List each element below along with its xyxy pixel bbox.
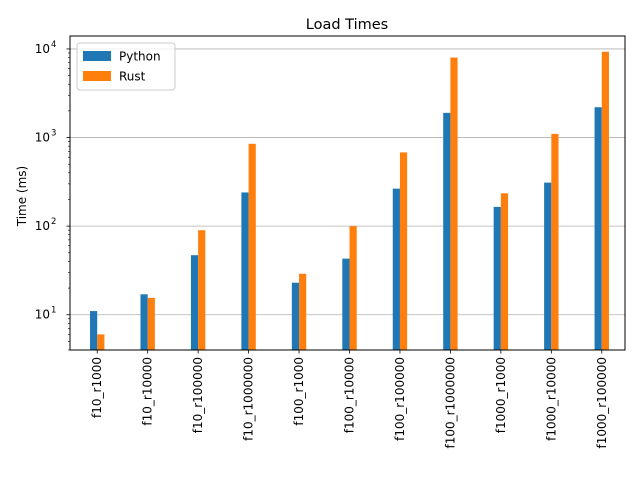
- legend-swatch-python: [83, 51, 111, 61]
- legend: Python Rust: [76, 42, 176, 91]
- bar-rust-f10_r100000: [198, 230, 206, 350]
- bar-python-f100_r100000: [392, 188, 400, 350]
- bar-python-f10_r1000000: [241, 192, 249, 350]
- x-tick-label: f100_r100000: [393, 357, 407, 441]
- chart-title: Load Times: [306, 17, 388, 33]
- y-axis-label: Time (ms): [15, 166, 29, 228]
- bar-rust-f1000_r100000: [601, 51, 609, 350]
- y-tick-exponent: 1: [51, 306, 56, 316]
- y-tick-label: 10: [35, 219, 50, 233]
- bar-python-f100_r1000: [291, 282, 300, 350]
- bar-python-f1000_r10000: [544, 182, 552, 350]
- y-tick-exponent: 2: [51, 217, 56, 227]
- bar-rust-f100_r1000000: [450, 57, 458, 350]
- bar-rust-f10_r1000: [97, 334, 105, 350]
- y-tick-label: 10: [35, 42, 50, 56]
- bar-rust-f1000_r10000: [551, 133, 559, 350]
- plot-frame: [69, 35, 626, 351]
- bar-rust-f100_r100000: [399, 152, 408, 350]
- bar-python-f10_r100000: [190, 255, 199, 350]
- x-tick-label: f10_r1000: [90, 357, 104, 418]
- y-tick-label: 10: [35, 308, 50, 322]
- y-tick-exponent: 4: [51, 40, 56, 50]
- x-axis-ticks: f10_r1000 f10_r10000 f10_r100000 f10_r10000…: [90, 350, 609, 449]
- bars: [90, 51, 609, 350]
- y-tick-base: 10: [35, 42, 50, 56]
- x-tick-label: f10_r100000: [191, 357, 205, 433]
- y-tick-base: 10: [35, 308, 50, 322]
- x-tick-label: f100_r1000000: [443, 357, 457, 449]
- legend-label-rust: Rust: [119, 70, 146, 84]
- bar-python-f10_r1000: [90, 311, 98, 350]
- bar-python-f10_r10000: [140, 294, 148, 350]
- bar-python-f1000_r1000: [493, 206, 501, 350]
- bar-rust-f100_r10000: [349, 226, 357, 350]
- y-tick-base: 10: [35, 131, 50, 145]
- bar-python-f100_r10000: [342, 258, 350, 350]
- y-tick-exponent: 3: [51, 129, 56, 139]
- bar-python-f1000_r100000: [594, 107, 602, 350]
- bar-rust-f100_r1000: [299, 273, 307, 350]
- legend-label-python: Python: [119, 50, 161, 64]
- x-tick-label: f1000_r1000: [494, 357, 508, 433]
- x-tick-label: f100_r1000: [292, 357, 306, 426]
- bar-rust-f10_r10000: [147, 297, 155, 350]
- x-tick-label: f1000_r10000: [544, 357, 558, 441]
- x-tick-label: f1000_r100000: [595, 357, 609, 449]
- x-tick-label: f10_r10000: [141, 357, 155, 426]
- bar-python-f100_r1000000: [443, 112, 451, 350]
- x-tick-label: f10_r1000000: [242, 357, 256, 441]
- legend-swatch-rust: [83, 71, 111, 81]
- y-tick-base: 10: [35, 219, 50, 233]
- y-tick-label: 10: [35, 131, 50, 145]
- bar-rust-f10_r1000000: [248, 143, 256, 350]
- x-tick-label: f100_r10000: [343, 357, 357, 433]
- bar-rust-f1000_r1000: [500, 193, 509, 350]
